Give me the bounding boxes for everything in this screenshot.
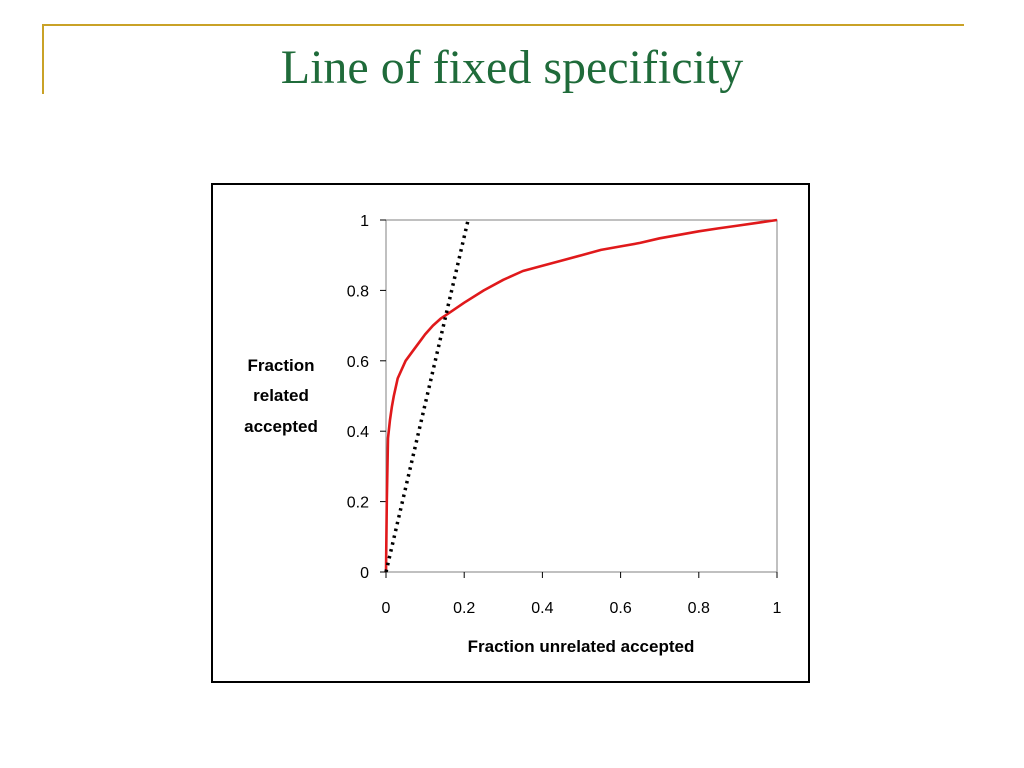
plot-area [385,219,778,573]
x-tick-label: 0.8 [688,600,710,617]
series-layer [384,218,778,573]
x-tick-label: 1 [773,600,782,617]
x-tick-label: 0 [382,600,391,617]
y-tick-label: 0.2 [347,495,369,512]
y-axis-ticks: 0 0.2 0.4 0.6 0.8 1 [347,213,386,582]
x-axis-ticks: 0 0.2 0.4 0.6 0.8 1 [382,572,782,617]
y-axis-title-line-2: related [253,386,309,405]
y-tick-label: 0.6 [347,354,369,371]
roc-curve-line [384,218,778,573]
fixed-specificity-dotted-line [384,219,470,573]
slide-accent-top-line [42,24,964,26]
x-tick-label: 0.6 [609,600,631,617]
y-tick-label: 1 [360,213,369,230]
x-tick-label: 0.2 [453,600,475,617]
x-axis-title: Fraction unrelated accepted [468,637,695,656]
y-tick-label: 0.8 [347,283,369,300]
y-axis-title-line-1: Fraction [247,356,314,375]
y-tick-label: 0.4 [347,424,369,441]
slide-title: Line of fixed specificity [280,41,744,94]
y-tick-label: 0 [360,565,369,582]
y-axis-title-line-3: accepted [244,417,318,436]
slide-accent-left-line [42,24,44,94]
x-tick-label: 0.4 [531,600,553,617]
